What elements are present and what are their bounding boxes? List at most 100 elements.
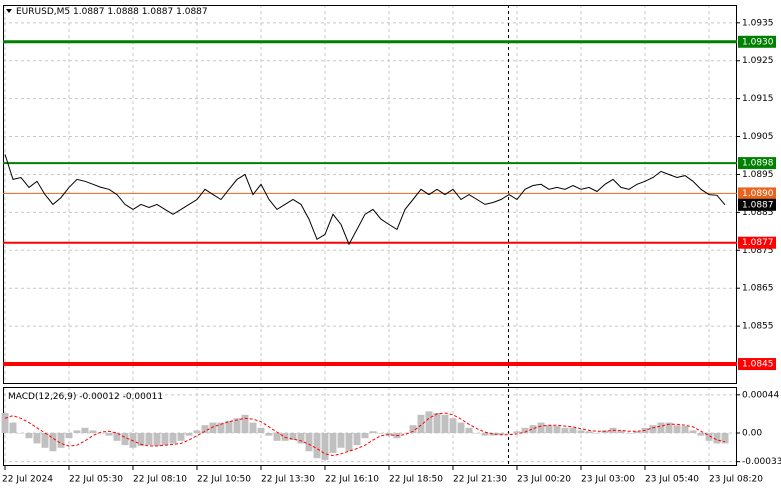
- y-tick-label: -0.00033: [742, 457, 781, 467]
- x-tick-label: 22 Jul 10:50: [197, 475, 251, 485]
- macd-bar: [457, 422, 465, 434]
- level-label-box: [738, 35, 776, 48]
- macd-bar: [361, 433, 369, 439]
- macd-bar: [33, 433, 41, 444]
- macd-bar: [225, 420, 233, 434]
- macd-bar: [505, 433, 513, 434]
- level-label: 1.0845: [742, 360, 774, 370]
- macd-bar: [593, 433, 601, 434]
- macd-bar: [217, 422, 225, 434]
- x-tick-label: 22 Jul 2024: [2, 475, 53, 485]
- macd-bar: [57, 433, 65, 448]
- macd-bar: [153, 433, 161, 447]
- macd-bar: [249, 422, 257, 434]
- macd-header: MACD(12,26,9) -0.00012 -0.00011: [8, 392, 163, 402]
- y-tick-label: 1.0855: [742, 322, 774, 332]
- x-tick-label: 22 Jul 16:10: [325, 475, 379, 485]
- x-tick-label: 22 Jul 13:30: [261, 475, 315, 485]
- level-label-box: [738, 187, 776, 200]
- macd-bar: [305, 433, 313, 452]
- level-label-box: [738, 236, 776, 249]
- macd-bar: [169, 433, 177, 444]
- macd-bar: [345, 433, 353, 452]
- macd-bar: [665, 422, 673, 434]
- macd-bar: [497, 433, 505, 435]
- macd-bar: [73, 430, 81, 434]
- level-label: 1.0877: [742, 238, 774, 248]
- x-tick-label: 22 Jul 08:10: [133, 475, 187, 485]
- macd-bar: [1, 413, 9, 434]
- macd-bar: [409, 425, 417, 434]
- macd-bar: [121, 433, 129, 446]
- y-tick-label: 0.00044: [742, 390, 779, 400]
- macd-bar: [185, 433, 193, 436]
- x-tick-label: 23 Jul 08:20: [709, 475, 763, 485]
- y-tick-label: 1.0875: [742, 246, 774, 256]
- x-tick-label: 22 Jul 05:30: [69, 475, 123, 485]
- macd-bar: [697, 433, 705, 436]
- macd-bar: [705, 433, 713, 441]
- last-price-label: 1.0887: [742, 200, 774, 210]
- low: 1.0887: [142, 7, 174, 17]
- macd-bar: [177, 433, 185, 441]
- level-label: 1.0890: [742, 189, 774, 199]
- macd-bar: [513, 431, 521, 434]
- x-tick-label: 23 Jul 03:00: [581, 475, 635, 485]
- macd-bar: [585, 431, 593, 434]
- macd-bar: [673, 425, 681, 434]
- macd-bar: [441, 414, 449, 434]
- macd-bar: [425, 411, 433, 434]
- macd-bar: [449, 418, 457, 434]
- macd-bar: [377, 433, 385, 434]
- macd-bar: [617, 430, 625, 434]
- macd-bar: [25, 433, 33, 439]
- macd-bar: [17, 433, 25, 434]
- x-tick-label: 22 Jul 21:30: [453, 475, 507, 485]
- price-frame: [3, 5, 737, 384]
- macd-bar: [113, 433, 121, 441]
- macd-bar: [273, 433, 281, 441]
- y-tick-label: 1.0885: [742, 208, 774, 218]
- macd-bar: [681, 426, 689, 434]
- y-tick-label: 1.0895: [742, 170, 774, 180]
- macd-bar: [537, 422, 545, 434]
- macd-bar: [265, 433, 273, 436]
- macd-bar: [633, 431, 641, 434]
- macd-bar: [313, 433, 321, 459]
- y-tick-label: 1.0865: [742, 284, 774, 294]
- macd-bar: [401, 433, 409, 434]
- price-line: [4, 154, 726, 246]
- macd-bar: [625, 433, 633, 434]
- level-label: 1.0930: [742, 37, 774, 47]
- high: 1.0888: [107, 7, 139, 17]
- y-tick-label: 1.0905: [742, 132, 774, 142]
- macd-bar: [329, 433, 337, 453]
- open: 1.0887: [73, 7, 105, 17]
- y-tick-label: 0.00: [742, 429, 762, 439]
- y-tick-label: 1.0915: [742, 94, 774, 104]
- macd-bar: [81, 427, 89, 434]
- macd-bar: [553, 426, 561, 434]
- macd-bar: [649, 425, 657, 434]
- macd-bar: [65, 433, 73, 439]
- macd-bar: [41, 433, 49, 448]
- macd-bar: [233, 418, 241, 434]
- macd-bar: [521, 427, 529, 434]
- macd-bar: [89, 430, 97, 434]
- macd-bar: [145, 433, 153, 446]
- macd-bar: [9, 422, 17, 434]
- macd-bar: [97, 433, 105, 434]
- macd-bar: [577, 430, 585, 434]
- macd-bar: [321, 433, 329, 460]
- y-tick-label: 1.0935: [742, 18, 774, 28]
- last-price-box: [738, 198, 776, 211]
- symbol: EURUSD,M5: [16, 7, 70, 17]
- signal-value: -0.00011: [123, 392, 163, 402]
- macd-bar: [417, 414, 425, 434]
- macd-bar: [161, 433, 169, 446]
- macd-bar: [241, 414, 249, 434]
- macd-bar: [561, 427, 569, 434]
- macd-bar: [545, 425, 553, 434]
- macd-bar: [473, 433, 481, 434]
- macd-bar: [193, 430, 201, 434]
